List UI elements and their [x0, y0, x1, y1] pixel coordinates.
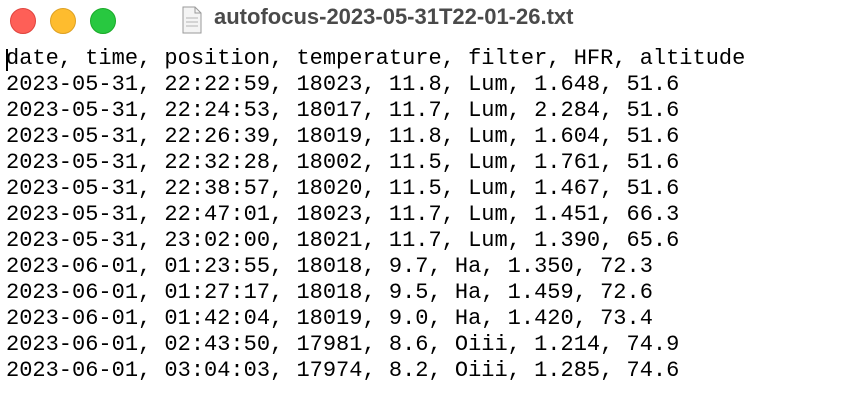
document-icon	[182, 6, 202, 34]
data-line: 2023-06-01, 02:43:50, 17981, 8.6, Oiii, …	[6, 332, 680, 357]
data-line: 2023-05-31, 23:02:00, 18021, 11.7, Lum, …	[6, 228, 680, 253]
data-line: 2023-05-31, 22:22:59, 18023, 11.8, Lum, …	[6, 72, 680, 97]
data-line: 2023-05-31, 22:47:01, 18023, 11.7, Lum, …	[6, 202, 680, 227]
zoom-button[interactable]	[90, 8, 116, 34]
data-line: 2023-05-31, 22:24:53, 18017, 11.7, Lum, …	[6, 98, 680, 123]
data-line: 2023-06-01, 01:27:17, 18018, 9.5, Ha, 1.…	[6, 280, 653, 305]
data-line: 2023-05-31, 22:26:39, 18019, 11.8, Lum, …	[6, 124, 680, 149]
data-line: 2023-05-31, 22:32:28, 18002, 11.5, Lum, …	[6, 150, 680, 175]
data-line: 2023-06-01, 01:23:55, 18018, 9.7, Ha, 1.…	[6, 254, 653, 279]
data-line: 2023-05-31, 22:38:57, 18020, 11.5, Lum, …	[6, 176, 680, 201]
window-title: autofocus-2023-05-31T22-01-26.txt	[214, 4, 574, 29]
header-line: date, time, position, temperature, filte…	[6, 46, 746, 71]
text-cursor	[6, 49, 8, 71]
title-bar: autofocus-2023-05-31T22-01-26.txt	[0, 0, 868, 40]
data-line: 2023-06-01, 01:42:04, 18019, 9.0, Ha, 1.…	[6, 306, 653, 331]
text-area[interactable]: date, time, position, temperature, filte…	[6, 46, 745, 384]
minimize-button[interactable]	[50, 8, 76, 34]
data-line: 2023-06-01, 03:04:03, 17974, 8.2, Oiii, …	[6, 358, 680, 383]
close-button[interactable]	[10, 8, 36, 34]
